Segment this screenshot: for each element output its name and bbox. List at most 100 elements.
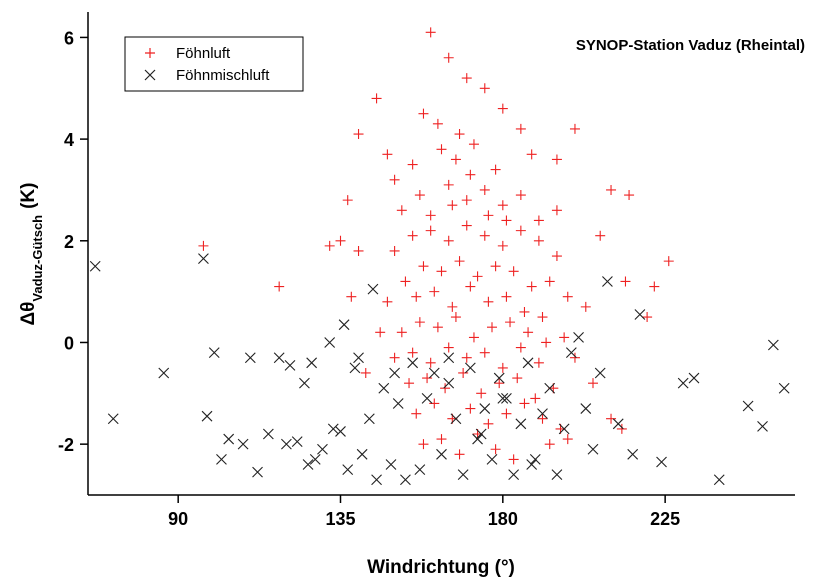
- point: [649, 281, 660, 292]
- point: [411, 291, 422, 302]
- point: [587, 443, 599, 455]
- point: [620, 276, 631, 287]
- point: [411, 408, 422, 419]
- point: [418, 108, 429, 119]
- point: [262, 428, 274, 440]
- point: [418, 261, 429, 272]
- point: [367, 283, 379, 295]
- point: [551, 251, 562, 262]
- plot-area: [89, 27, 790, 486]
- point: [508, 469, 520, 481]
- point: [551, 205, 562, 216]
- point: [198, 253, 209, 264]
- legend-label: Föhnmischluft: [176, 67, 270, 84]
- point: [505, 317, 516, 328]
- x-tick-label: 135: [325, 509, 355, 529]
- point: [244, 352, 256, 364]
- point: [425, 357, 436, 368]
- point: [450, 312, 461, 323]
- point: [468, 332, 479, 343]
- point: [713, 474, 725, 486]
- point: [522, 357, 534, 369]
- point: [465, 169, 476, 180]
- point: [580, 301, 591, 312]
- point: [465, 403, 476, 414]
- point: [634, 309, 646, 320]
- point: [309, 454, 321, 465]
- y-label-subscript: Vaduz-Gütsch: [30, 215, 45, 302]
- point: [656, 456, 667, 468]
- point: [425, 225, 436, 236]
- point: [627, 448, 639, 460]
- point: [465, 281, 476, 292]
- point: [342, 195, 353, 206]
- point: [281, 438, 292, 450]
- point: [541, 337, 552, 348]
- point: [89, 260, 101, 272]
- point: [443, 235, 454, 246]
- y-tick-label: 6: [64, 28, 74, 48]
- point: [497, 393, 509, 404]
- point: [479, 83, 490, 94]
- point: [389, 352, 400, 363]
- x-tick-label: 90: [168, 509, 188, 529]
- point: [208, 347, 220, 359]
- x-axis-label: Windrichtung (°): [367, 557, 515, 578]
- point: [443, 342, 454, 353]
- point: [400, 474, 411, 486]
- chart-title: SYNOP-Station Vaduz (Rheintal): [576, 37, 805, 54]
- point: [425, 27, 436, 38]
- point: [580, 403, 592, 414]
- legend-marker: [144, 69, 156, 81]
- point: [515, 418, 527, 430]
- point: [501, 215, 512, 226]
- point: [356, 448, 368, 460]
- legend-label: Föhnluft: [176, 45, 231, 62]
- point: [335, 235, 346, 246]
- point: [537, 408, 548, 420]
- point: [497, 200, 508, 211]
- point: [252, 466, 263, 478]
- point: [353, 245, 364, 256]
- point: [461, 352, 472, 363]
- point: [158, 367, 170, 379]
- y-tick-label: 0: [64, 333, 74, 353]
- point: [273, 352, 285, 364]
- point: [508, 454, 519, 465]
- point: [392, 398, 404, 409]
- point: [497, 240, 508, 251]
- point: [450, 154, 461, 165]
- point: [515, 190, 526, 201]
- legend-marker: [145, 48, 155, 58]
- point: [533, 235, 544, 246]
- point: [479, 184, 490, 195]
- point: [526, 459, 538, 470]
- point: [515, 342, 526, 353]
- point: [299, 377, 310, 389]
- point: [291, 436, 303, 448]
- point: [284, 359, 296, 371]
- point: [519, 306, 530, 317]
- point: [515, 225, 526, 236]
- point: [443, 352, 455, 364]
- point: [616, 423, 627, 434]
- point: [414, 190, 425, 201]
- point: [382, 149, 393, 160]
- point: [537, 312, 548, 323]
- point: [396, 327, 407, 338]
- point: [396, 205, 407, 216]
- point: [533, 357, 544, 368]
- point: [461, 195, 472, 206]
- point: [479, 230, 490, 241]
- point: [490, 261, 501, 272]
- point: [573, 332, 584, 343]
- point: [223, 433, 235, 445]
- point: [558, 423, 570, 435]
- point: [475, 428, 487, 440]
- point: [429, 398, 440, 409]
- point: [353, 352, 364, 364]
- point: [529, 454, 541, 465]
- point: [327, 423, 339, 435]
- y-axis-label: ΔθVaduz-Gütsch (K): [18, 182, 45, 325]
- point: [551, 469, 563, 481]
